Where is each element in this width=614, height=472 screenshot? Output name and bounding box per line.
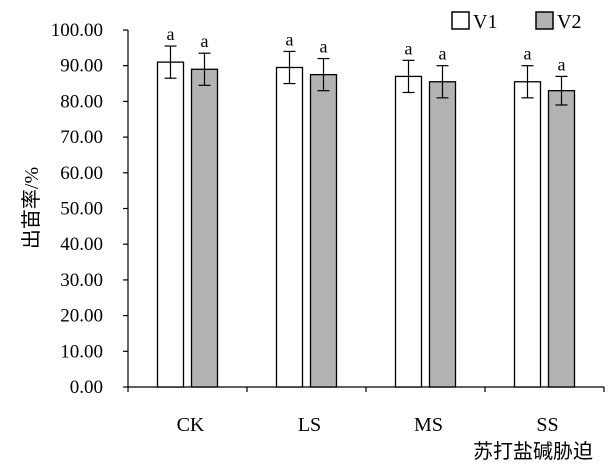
- y-tick-label: 70.00: [60, 127, 103, 148]
- bar-v2-ms: [428, 81, 457, 388]
- legend-swatch-v2: [535, 11, 554, 30]
- significance-label: a: [167, 24, 175, 44]
- x-tick-label: CK: [177, 414, 205, 436]
- axes: 0.00 10.00 20.00 30.00 40.00 50.00 60.00 70.00 8…: [51, 20, 605, 436]
- y-tick-label: 20.00: [60, 306, 103, 327]
- bar-v1-ms: [394, 75, 423, 388]
- legend-label-v1: V1: [473, 11, 497, 33]
- x-tick-label: LS: [298, 414, 321, 436]
- bar-v1-ck: [156, 61, 185, 388]
- significance-label: a: [439, 44, 447, 64]
- legend-swatch-v1: [451, 11, 470, 30]
- y-tick-label: 30.00: [60, 270, 103, 291]
- significance-label: a: [524, 44, 532, 64]
- significance-label: a: [201, 31, 209, 51]
- bars: a a a a a a a a: [156, 24, 576, 388]
- bar-v2-ls: [309, 73, 338, 388]
- significance-label: a: [320, 37, 328, 57]
- significance-label: a: [558, 54, 566, 74]
- x-tick-label: MS: [414, 414, 443, 436]
- bar-v1-ls: [275, 66, 304, 388]
- y-axis-title: 出苗率/%: [20, 167, 43, 249]
- y-tick-label: 100.00: [51, 20, 103, 41]
- y-tick-label: 50.00: [60, 199, 103, 220]
- x-axis-title: 苏打盐碱胁迫: [473, 440, 593, 463]
- significance-label: a: [405, 38, 413, 58]
- y-tick-label: 60.00: [60, 163, 103, 184]
- bar-v2-ss: [547, 90, 576, 388]
- legend-label-v2: V2: [557, 11, 581, 33]
- bar-v2-ck: [190, 68, 219, 388]
- y-tick-label: 80.00: [60, 91, 103, 112]
- significance-label: a: [286, 29, 294, 49]
- y-tick-label: 10.00: [60, 341, 103, 362]
- y-tick-label: 0.00: [70, 377, 103, 398]
- bar-v1-ss: [513, 81, 542, 388]
- legend: V1 V2: [451, 11, 581, 33]
- y-tick-label: 40.00: [60, 234, 103, 255]
- y-tick-label: 90.00: [60, 56, 103, 77]
- x-tick-label: SS: [536, 414, 558, 436]
